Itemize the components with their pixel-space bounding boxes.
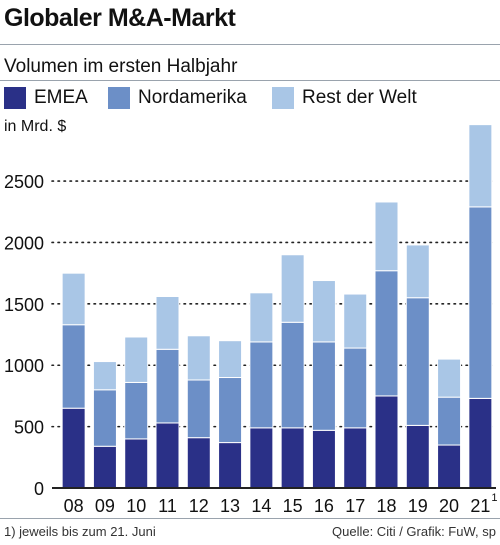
- y-tick-label-1500: 1500: [4, 295, 44, 315]
- bar-15-rest-der-welt: [280, 254, 305, 323]
- bar-20-nordamerika: [437, 396, 462, 446]
- chart-subtitle: Volumen im ersten Halbjahr: [4, 56, 238, 77]
- bar-13-nordamerika: [218, 377, 243, 444]
- x-tick-label-13: 13: [220, 496, 240, 516]
- source-credit: Quelle: Citi / Grafik: FuW, sp: [332, 524, 496, 539]
- x-tick-label-19: 19: [408, 496, 428, 516]
- bar-11-rest-der-welt: [155, 295, 180, 350]
- bar-16-nordamerika: [311, 341, 336, 431]
- bar-12-nordamerika: [186, 379, 211, 439]
- legend-item-emea: EMEA: [4, 85, 88, 111]
- subtitle-divider: [0, 80, 500, 81]
- bar-17-nordamerika: [343, 347, 368, 429]
- bar-21-emea: [468, 397, 493, 489]
- bar-17-rest-der-welt: [343, 293, 368, 349]
- bar-19-rest-der-welt: [405, 244, 430, 299]
- bar-17-emea: [343, 427, 368, 489]
- x-tick-label-21: 21: [470, 496, 490, 516]
- x-tick-label-20: 20: [439, 496, 459, 516]
- footer-divider: [0, 518, 500, 519]
- bar-10-nordamerika: [124, 381, 149, 440]
- x-tick-label-09: 09: [95, 496, 115, 516]
- x-tick-label-17: 17: [345, 496, 365, 516]
- x-tick-label-14: 14: [251, 496, 271, 516]
- bar-09-nordamerika: [92, 389, 117, 447]
- bar-18-rest-der-welt: [374, 201, 399, 272]
- y-tick-label-2000: 2000: [4, 233, 44, 253]
- legend-label-rest-der-welt: Rest der Welt: [302, 87, 417, 108]
- bar-08-emea: [61, 407, 86, 489]
- x-tick-superscript-21: 1: [491, 492, 497, 504]
- legend-item-rest-der-welt: Rest der Welt: [272, 85, 417, 111]
- bar-14-nordamerika: [249, 341, 274, 429]
- bar-15-emea: [280, 427, 305, 489]
- x-tick-label-10: 10: [126, 496, 146, 516]
- legend: EMEA Nordamerika Rest der Welt: [0, 85, 500, 111]
- x-tick-label-15: 15: [283, 496, 303, 516]
- bar-20-emea: [437, 444, 462, 489]
- bar-18-emea: [374, 395, 399, 489]
- x-tick-label-18: 18: [376, 496, 396, 516]
- chart-title: Globaler M&A-Markt: [4, 4, 236, 32]
- bar-18-nordamerika: [374, 270, 399, 397]
- bar-14-emea: [249, 427, 274, 489]
- bar-10-rest-der-welt: [124, 336, 149, 383]
- bar-21-rest-der-welt: [468, 124, 493, 208]
- y-tick-label-1000: 1000: [4, 356, 44, 376]
- x-tick-label-12: 12: [189, 496, 209, 516]
- title-divider: [0, 44, 500, 45]
- footnote: 1) jeweils bis zum 21. Juni: [4, 524, 156, 539]
- bar-19-nordamerika: [405, 297, 430, 426]
- legend-swatch-nordamerika: [108, 87, 130, 109]
- bar-16-rest-der-welt: [311, 280, 336, 343]
- x-tick-label-16: 16: [314, 496, 334, 516]
- bar-16-emea: [311, 429, 336, 489]
- bar-11-nordamerika: [155, 348, 180, 424]
- legend-label-emea: EMEA: [34, 87, 88, 108]
- legend-item-nordamerika: Nordamerika: [108, 85, 247, 111]
- legend-label-nordamerika: Nordamerika: [138, 87, 247, 108]
- x-tick-label-11: 11: [158, 496, 177, 516]
- bar-12-emea: [186, 437, 211, 489]
- x-tick-label-08: 08: [64, 496, 84, 516]
- bar-14-rest-der-welt: [249, 292, 274, 343]
- bar-13-emea: [218, 442, 243, 489]
- bar-19-emea: [405, 424, 430, 489]
- legend-swatch-rest-der-welt: [272, 87, 294, 109]
- bar-12-rest-der-welt: [186, 335, 211, 381]
- bar-08-rest-der-welt: [61, 272, 86, 326]
- y-tick-label-2500: 2500: [4, 172, 44, 192]
- bar-20-rest-der-welt: [437, 358, 462, 398]
- y-tick-label-500: 500: [14, 418, 44, 438]
- bar-09-emea: [92, 445, 117, 489]
- bar-13-rest-der-welt: [218, 340, 243, 379]
- bar-08-nordamerika: [61, 324, 86, 409]
- y-tick-label-0: 0: [34, 479, 44, 499]
- bar-09-rest-der-welt: [92, 361, 117, 391]
- bar-15-nordamerika: [280, 321, 305, 429]
- bar-21-nordamerika: [468, 206, 493, 399]
- legend-swatch-emea: [4, 87, 26, 109]
- bar-11-emea: [155, 422, 180, 489]
- bar-10-emea: [124, 438, 149, 489]
- y-axis-unit: in Mrd. $: [4, 118, 67, 135]
